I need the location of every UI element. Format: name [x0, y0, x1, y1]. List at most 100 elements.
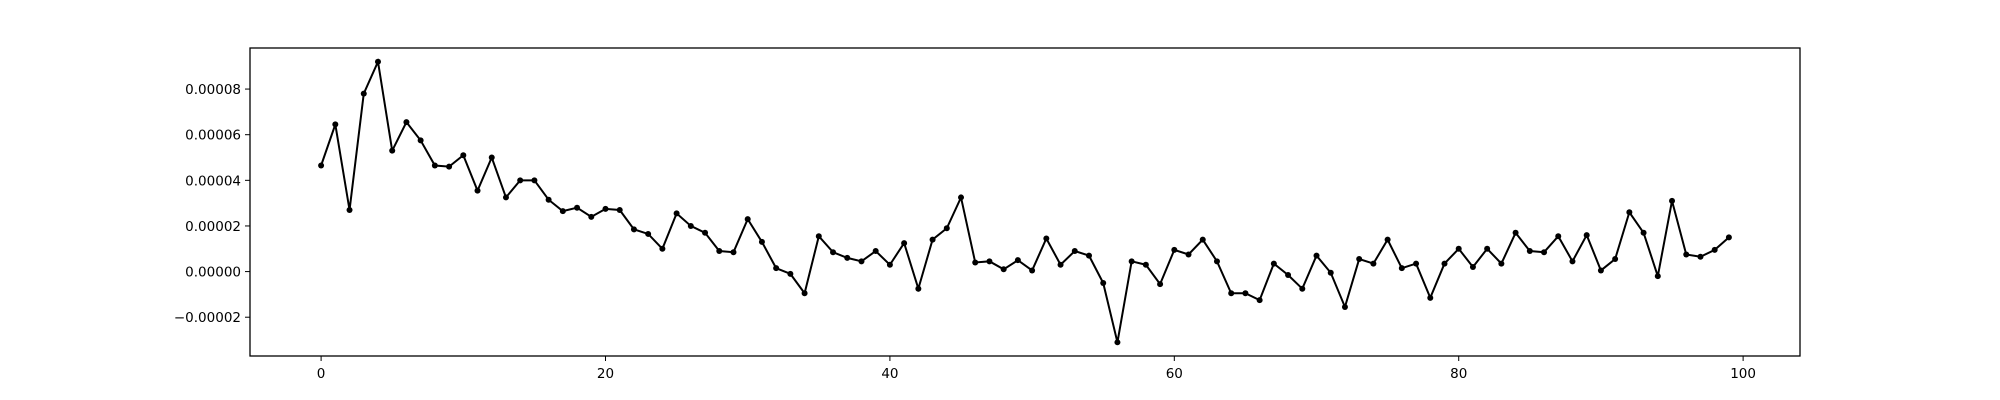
data-point [1469, 264, 1476, 271]
data-point [332, 121, 339, 128]
data-point [1725, 234, 1732, 241]
data-point [972, 259, 979, 266]
data-point [318, 162, 325, 169]
y-tick-label: −0.00002 [174, 310, 241, 326]
data-point [1484, 245, 1491, 252]
data-point [744, 216, 751, 223]
data-point [815, 233, 822, 240]
data-point [773, 265, 780, 272]
data-point [545, 196, 552, 203]
x-tick-label: 20 [597, 366, 614, 382]
data-point [460, 152, 467, 159]
data-point [1256, 297, 1263, 304]
data-point [1128, 258, 1135, 265]
data-point [645, 230, 652, 237]
x-tick-label: 80 [1450, 366, 1467, 382]
y-tick-label: 0.00006 [185, 128, 241, 144]
data-point [1498, 260, 1505, 267]
data-point [446, 163, 453, 170]
data-point [943, 225, 950, 232]
data-point [616, 206, 623, 213]
data-point [602, 205, 609, 212]
y-axis: −0.00002 0.00000 0.00002 0.00004 0.00006 0.00… [174, 82, 250, 326]
data-point [374, 58, 381, 65]
x-tick-label: 0 [317, 366, 326, 382]
data-point [858, 258, 865, 265]
data-point [1157, 281, 1164, 288]
data-point [687, 222, 694, 229]
data-point [1356, 256, 1363, 263]
data-point [1711, 246, 1718, 253]
data-point [431, 162, 438, 169]
y-tick-label: 0.00008 [185, 82, 241, 98]
data-point [588, 213, 595, 220]
data-point [1057, 261, 1064, 268]
series-markers [318, 58, 1732, 346]
data-point [1654, 273, 1661, 280]
y-tick-label: 0.00004 [185, 173, 241, 189]
data-point [958, 194, 965, 201]
data-point [1100, 279, 1107, 286]
data-point [1626, 209, 1633, 216]
data-point [1640, 229, 1647, 236]
data-point [929, 236, 936, 243]
data-point [1341, 303, 1348, 310]
data-point [1413, 260, 1420, 267]
data-point [1114, 339, 1121, 346]
data-point [1455, 245, 1462, 252]
data-point [389, 147, 396, 154]
data-point [1228, 290, 1235, 297]
data-point [630, 226, 637, 233]
data-point [915, 285, 922, 292]
data-point [360, 90, 367, 97]
data-point [1014, 257, 1021, 264]
data-point [417, 137, 424, 144]
data-point [1285, 272, 1292, 279]
data-point [1242, 290, 1249, 297]
data-point [1398, 265, 1405, 272]
data-point [1327, 269, 1334, 276]
data-point [1669, 197, 1676, 204]
data-point [716, 248, 723, 255]
plot-frame [249, 47, 1801, 357]
data-point [517, 177, 524, 184]
data-point [488, 154, 495, 161]
data-point [1612, 256, 1619, 263]
data-point [1555, 233, 1562, 240]
data-point [1185, 251, 1192, 258]
data-point [844, 254, 851, 261]
data-point [1583, 232, 1590, 239]
data-point [1085, 252, 1092, 259]
data-point [730, 249, 737, 256]
data-point [830, 249, 837, 256]
data-point [1569, 258, 1576, 265]
data-point [886, 261, 893, 268]
data-point [1043, 235, 1050, 242]
series-line [320, 58, 1730, 343]
data-point [901, 240, 908, 247]
data-point [1142, 261, 1149, 268]
data-point [1171, 246, 1178, 253]
data-point [474, 187, 481, 194]
data-point [403, 119, 410, 126]
data-point [559, 208, 566, 215]
data-point [872, 248, 879, 255]
x-tick-label: 60 [1166, 366, 1183, 382]
data-point [1512, 229, 1519, 236]
data-point [1683, 251, 1690, 258]
y-tick-label: 0.00002 [185, 219, 241, 235]
data-point [346, 206, 353, 213]
data-point [1000, 266, 1007, 273]
data-point [787, 270, 794, 277]
data-point [673, 210, 680, 217]
x-tick-label: 40 [881, 366, 898, 382]
data-point [1270, 260, 1277, 267]
data-point [574, 204, 581, 211]
y-tick-label: 0.00000 [185, 265, 241, 281]
data-point [1697, 253, 1704, 260]
data-point [801, 290, 808, 297]
data-point [1071, 248, 1078, 255]
data-point [758, 238, 765, 245]
data-point [659, 245, 666, 252]
